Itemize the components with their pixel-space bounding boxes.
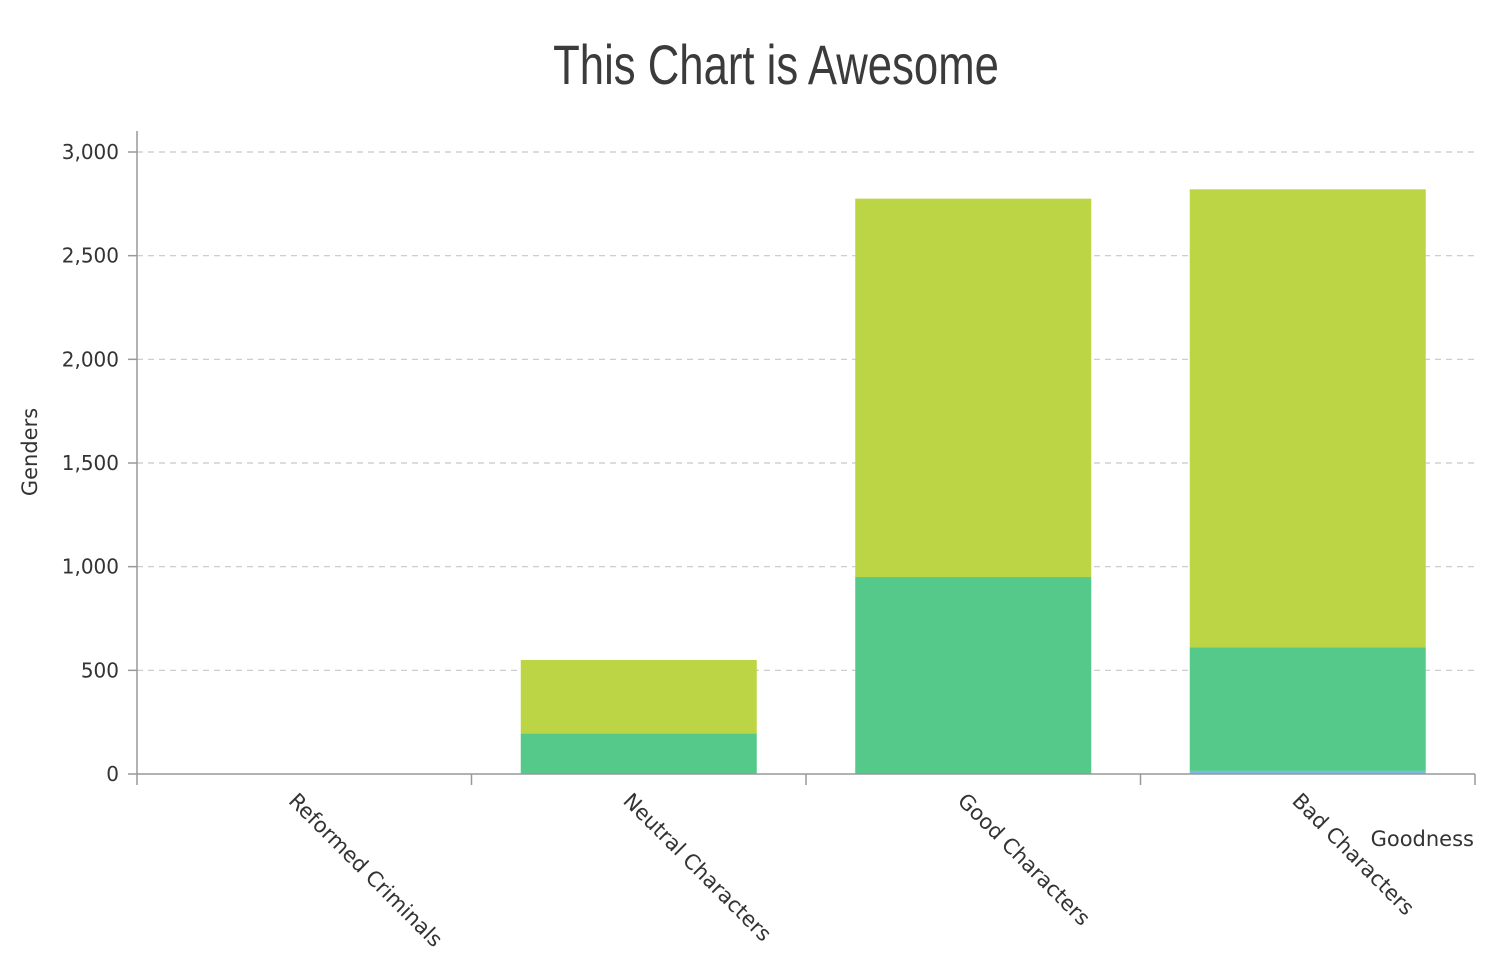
bar-segment [1189,770,1426,774]
bar-segment [520,659,757,734]
chart-title: This Chart is Awesome [553,34,999,96]
x-category-label: Reformed Criminals [284,789,447,952]
x-axis-title: Goodness [1371,827,1474,851]
bar-segment [1189,189,1426,648]
x-category-label: Bad Characters [1287,789,1418,920]
y-tick-label: 500 [81,658,119,682]
y-tick-label: 3,000 [62,140,119,164]
x-category-labels: Reformed Criminals Neutral Characters Good… [284,789,1419,952]
y-tick-label: 1,000 [62,555,119,579]
bars-layer [520,189,1426,774]
y-tick-label: 2,000 [62,347,119,371]
y-axis-title: Genders [18,408,42,496]
bar-segment [1189,647,1426,771]
bar-segment [855,577,1092,774]
x-category-label: Neutral Characters [618,789,776,947]
bar-segment [520,733,757,774]
x-category-label: Good Characters [953,789,1095,931]
y-tick-label: 0 [106,762,119,786]
bar-segment [855,198,1092,578]
axes-layer [128,131,1476,785]
y-tick-label: 2,500 [62,244,119,268]
y-tick-labels: 0 500 1,000 1,500 2,000 2,500 3,000 [62,140,119,786]
y-tick-label: 1,500 [62,451,119,475]
